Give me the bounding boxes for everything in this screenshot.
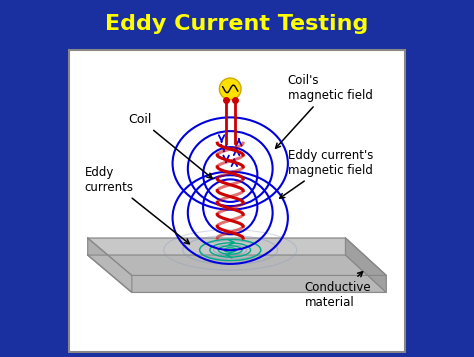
Text: Eddy
currents: Eddy currents	[84, 166, 190, 244]
Text: Coil's
magnetic field: Coil's magnetic field	[275, 74, 373, 148]
Text: Eddy Current Testing: Eddy Current Testing	[105, 14, 369, 34]
Polygon shape	[88, 238, 132, 292]
Text: Coil: Coil	[128, 113, 212, 178]
Polygon shape	[346, 238, 386, 292]
Text: Eddy current's
magnetic field: Eddy current's magnetic field	[280, 149, 373, 198]
Text: Conductive
material: Conductive material	[305, 272, 372, 309]
Polygon shape	[88, 255, 386, 292]
Circle shape	[219, 78, 241, 100]
Polygon shape	[88, 238, 386, 276]
FancyBboxPatch shape	[69, 50, 405, 352]
